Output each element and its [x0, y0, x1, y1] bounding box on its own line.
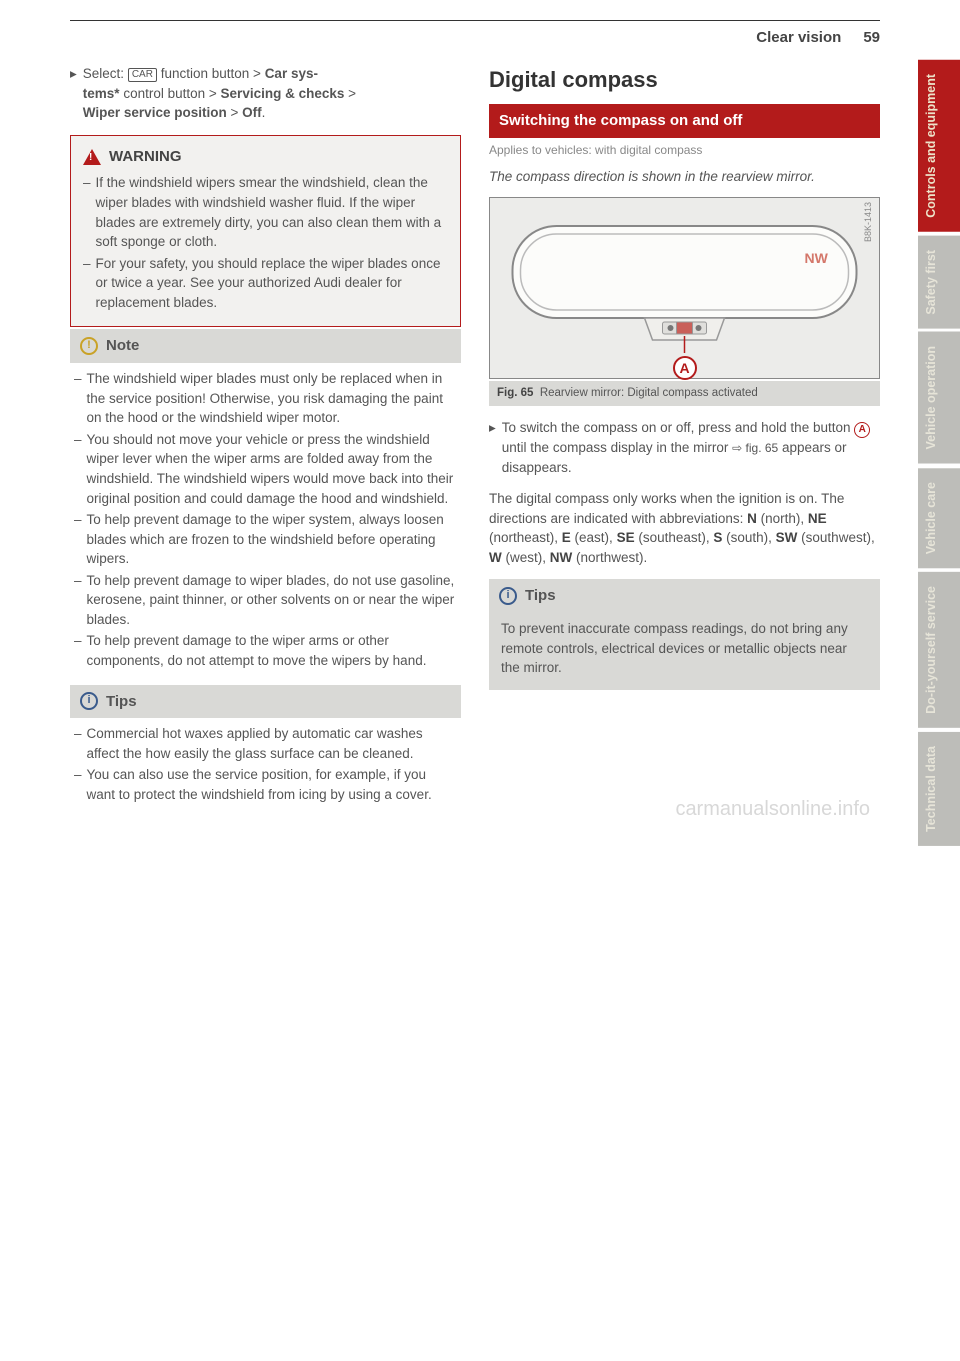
- select-instruction: ▸ Select: CAR function button > Car sys-…: [70, 64, 461, 123]
- figure-code: B8K-1413: [862, 202, 875, 242]
- note-title: Note: [106, 335, 139, 357]
- header: Clear vision 59: [70, 29, 880, 46]
- left-column: ▸ Select: CAR function button > Car sys-…: [70, 64, 461, 811]
- txt: function button >: [161, 66, 261, 81]
- tab-diy[interactable]: Do-it-yourself service: [918, 572, 960, 728]
- page-number: 59: [863, 29, 880, 46]
- applies-to: Applies to vehicles: with digital compas…: [489, 142, 880, 159]
- bold: tems*: [83, 86, 120, 101]
- tab-care[interactable]: Vehicle care: [918, 468, 960, 568]
- tips-title: Tips: [106, 691, 137, 713]
- info-icon: i: [499, 587, 517, 605]
- select-prefix: Select:: [83, 66, 124, 81]
- note-header: ! Note: [70, 329, 461, 363]
- figure-caption: Fig. 65 Rearview mirror: Digital compass…: [489, 381, 880, 406]
- heading-digital-compass: Digital compass: [489, 64, 880, 96]
- note-item: To help prevent damage to the wiper syst…: [87, 510, 457, 569]
- note-item: To help prevent damage to the wiper arms…: [87, 631, 457, 670]
- info-icon: i: [80, 692, 98, 710]
- triangle-bullet-icon: ▸: [70, 64, 77, 123]
- warning-box: WARNING –If the windshield wipers smear …: [70, 135, 461, 328]
- tab-operation[interactable]: Vehicle operation: [918, 332, 960, 464]
- txt: control button >: [123, 86, 216, 101]
- header-rule: [70, 20, 880, 21]
- warning-title: WARNING: [109, 146, 182, 168]
- compass-nw-text: NW: [805, 250, 829, 266]
- fig-number: Fig. 65: [497, 387, 533, 399]
- intro-italic: The compass direction is shown in the re…: [489, 167, 880, 187]
- body-text: The digital compass only works when the …: [489, 489, 880, 567]
- fig-ref: ⇨ fig. 65: [732, 441, 778, 455]
- note-list: –The windshield wiper blades must only b…: [70, 363, 461, 682]
- warning-triangle-icon: [83, 149, 101, 165]
- compass-instruction: ▸ To switch the compass on or off, press…: [489, 418, 880, 477]
- warning-item: For your safety, you should replace the …: [96, 254, 448, 313]
- car-button-icon: CAR: [128, 68, 157, 82]
- tab-safety[interactable]: Safety first: [918, 236, 960, 329]
- tab-controls[interactable]: Controls and equipment: [918, 60, 960, 232]
- txt: until the compass display in the mirror: [502, 440, 729, 455]
- right-column: Digital compass Switching the compass on…: [489, 64, 880, 811]
- tips-item: You can also use the service position, f…: [87, 765, 457, 804]
- watermark: carmanualsonline.info: [675, 798, 870, 821]
- tips-header: i Tips: [70, 685, 461, 719]
- warning-item: If the windshield wipers smear the winds…: [96, 173, 448, 251]
- mirror-illustration: NW: [500, 208, 869, 363]
- callout-a-icon: A: [673, 356, 697, 380]
- bold: Off: [242, 105, 262, 120]
- txt: .: [262, 105, 266, 120]
- txt: >: [230, 105, 238, 120]
- note-item: To help prevent damage to wiper blades, …: [87, 571, 457, 630]
- tips-list: –Commercial hot waxes applied by automat…: [70, 718, 461, 810]
- tips-item: Commercial hot waxes applied by automati…: [87, 724, 457, 763]
- bold: Car sys-: [265, 66, 318, 81]
- note-icon: !: [80, 337, 98, 355]
- inline-a-icon: A: [854, 422, 870, 438]
- fig-text: Rearview mirror: Digital compass activat…: [540, 387, 758, 399]
- triangle-bullet-icon: ▸: [489, 418, 496, 477]
- tips-body-right: To prevent inaccurate compass readings, …: [489, 613, 880, 690]
- tips-header-right: i Tips: [489, 579, 880, 613]
- txt: >: [348, 86, 356, 101]
- section-title: Clear vision: [756, 29, 841, 46]
- tab-techdata[interactable]: Technical data: [918, 732, 960, 846]
- warning-list: –If the windshield wipers smear the wind…: [83, 173, 448, 312]
- subheading-bar: Switching the compass on and off: [489, 104, 880, 138]
- note-item: You should not move your vehicle or pres…: [87, 430, 457, 508]
- note-item: The windshield wiper blades must only be…: [87, 369, 457, 428]
- bold: Wiper service position: [83, 105, 227, 120]
- bold: Servicing & checks: [221, 86, 345, 101]
- txt: To switch the compass on or off, press a…: [502, 420, 851, 435]
- tips-title-right: Tips: [525, 585, 556, 607]
- figure-box: B8K-1413 NW A: [489, 197, 880, 380]
- side-tabs: Controls and equipment Safety first Vehi…: [918, 60, 960, 850]
- page: Clear vision 59 ▸ Select: CAR function b…: [0, 0, 880, 831]
